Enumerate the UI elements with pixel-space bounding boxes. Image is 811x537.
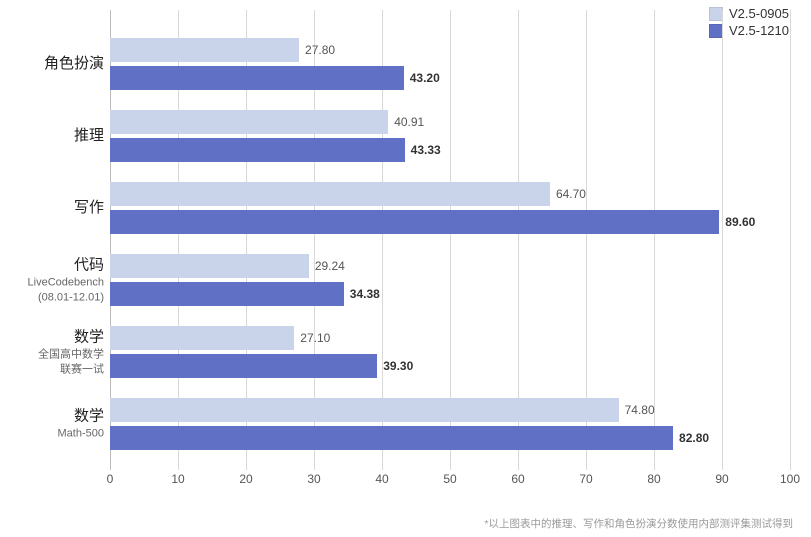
category-label-sub: 全国高中数学	[0, 348, 104, 361]
x-tick-label: 50	[443, 472, 456, 486]
category-label-main: 写作	[74, 199, 104, 216]
bar	[110, 38, 299, 62]
bar-value-label: 82.80	[679, 426, 709, 450]
category-label: 写作	[0, 199, 104, 217]
category-label: 推理	[0, 127, 104, 145]
x-tick-label: 40	[375, 472, 388, 486]
bar	[110, 426, 673, 450]
category-label-main: 角色扮演	[44, 55, 104, 72]
bar-value-label: 43.33	[411, 138, 441, 162]
bar-value-label: 29.24	[315, 254, 345, 278]
category-label-main: 代码	[74, 256, 104, 273]
bar	[110, 210, 719, 234]
x-tick-label: 20	[239, 472, 252, 486]
bar-value-label: 89.60	[725, 210, 755, 234]
x-axis-labels: 0102030405060708090100	[110, 472, 790, 490]
category-label: 代码 LiveCodebench (08.01-12.01)	[0, 256, 104, 303]
bar-value-label: 40.91	[394, 110, 424, 134]
category-label-sub: LiveCodebench	[0, 276, 104, 289]
category-label-main: 数学	[74, 408, 104, 425]
footnote: *以上图表中的推理、写作和角色扮演分数使用内部测评集测试得到	[484, 516, 793, 531]
y-axis-labels: 角色扮演推理写作代码LiveCodebench(08.01-12.01)数学全国…	[0, 10, 104, 470]
bar-group: 27.80 43.20	[110, 35, 790, 93]
plot-area: 0102030405060708090100 27.8043.2040.9143…	[110, 10, 790, 490]
bar-value-label: 64.70	[556, 182, 586, 206]
x-tick-label: 10	[171, 472, 184, 486]
bar-value-label: 27.10	[300, 326, 330, 350]
x-tick-label: 60	[511, 472, 524, 486]
bar-group: 64.70 89.60	[110, 179, 790, 237]
bar	[110, 326, 294, 350]
bar	[110, 138, 405, 162]
bar-group: 29.2434.38	[110, 251, 790, 309]
bar	[110, 254, 309, 278]
category-label-main: 数学	[74, 328, 104, 345]
x-tick-label: 30	[307, 472, 320, 486]
category-label-sub: Math-500	[0, 428, 104, 441]
x-tick-label: 80	[647, 472, 660, 486]
bar	[110, 110, 388, 134]
bar-value-label: 34.38	[350, 282, 380, 306]
bar-group: 74.80 82.80	[110, 395, 790, 453]
x-tick-label: 0	[107, 472, 114, 486]
gridline	[790, 10, 791, 470]
bar	[110, 66, 404, 90]
category-label-sub: 联赛一试	[0, 363, 104, 376]
bar-value-label: 27.80	[305, 38, 335, 62]
category-label-sub: (08.01-12.01)	[0, 291, 104, 304]
bar-value-label: 74.80	[625, 398, 655, 422]
bar	[110, 398, 619, 422]
bar	[110, 282, 344, 306]
category-label-main: 推理	[74, 127, 104, 144]
bar-chart: V2.5-0905 V2.5-1210 角色扮演推理写作代码LiveCodebe…	[0, 0, 811, 537]
x-tick-label: 90	[715, 472, 728, 486]
x-tick-label: 100	[780, 472, 800, 486]
category-label: 角色扮演	[0, 55, 104, 73]
bar	[110, 182, 550, 206]
bar-value-label: 39.30	[383, 354, 413, 378]
bar	[110, 354, 377, 378]
bar-value-label: 43.20	[410, 66, 440, 90]
bar-group: 27.10 39.30	[110, 323, 790, 381]
bar-group: 40.91 43.33	[110, 107, 790, 165]
category-label: 数学 Math-500	[0, 408, 104, 441]
x-tick-label: 70	[579, 472, 592, 486]
category-label: 数学全国高中数学联赛一试	[0, 328, 104, 375]
